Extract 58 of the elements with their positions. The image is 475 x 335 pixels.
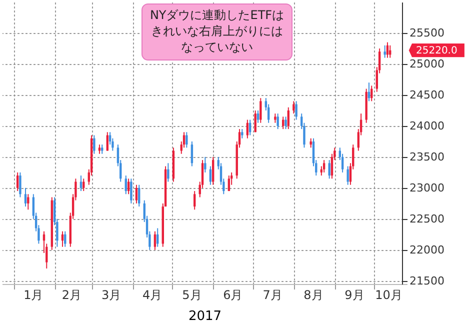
candlestick [19,172,22,198]
candlestick [346,166,349,186]
candlestick [186,132,188,148]
x-tick-label: 3月 [102,288,122,302]
x-tick-label: 4月 [142,288,162,302]
x-axis-title: 2017 [188,309,222,324]
candlestick [130,178,132,204]
candlestick [276,113,279,130]
y-tick-label: 24000 [410,119,444,132]
candlestick [256,110,260,124]
candlestick [154,230,156,250]
candlestick [295,100,298,120]
candlestick [124,175,127,195]
candlestick [246,119,249,139]
candlestick [138,184,140,208]
candlestick [93,134,96,154]
y-tick-label: 23000 [410,181,444,194]
candlestick [24,187,27,208]
candlestick [204,156,206,173]
y-tick-label: 22000 [410,243,444,256]
candlestick [82,178,85,192]
candlestick [322,160,326,173]
candlestick [167,162,170,182]
y-tick-label: 25500 [410,26,444,40]
text: 25220.0 [416,45,458,56]
x-tick-label: 6月 [223,288,243,302]
candlestick [190,140,194,167]
y-tick-label: 24500 [410,88,444,102]
x-tick-label: 2月 [62,288,82,302]
x-tick-label: 5月 [182,288,202,302]
candlestick [260,98,262,124]
candlestick [284,116,287,130]
candlestick [241,128,244,139]
candlestick [135,184,138,204]
candlestick [328,160,330,180]
candlestick [384,44,386,58]
candlestick [16,172,19,192]
candlestick [193,190,196,210]
annotation: NYダウに連動したETFはきれいな右肩上がりにはなっていない [150,8,284,54]
candlestick [80,175,82,192]
y-tick-label: 21500 [410,274,444,288]
candlestick [287,106,290,130]
x-tick-label: 9月 [344,288,364,302]
x-tick-label: 10月 [375,288,402,302]
candlestick [310,138,312,148]
y-tick-label: 22500 [410,212,444,226]
candlestick [254,110,256,133]
candlestick [27,194,30,210]
candlestick [127,178,130,195]
x-tick-label: 1月 [24,288,44,302]
x-tick-label: 7月 [262,288,282,302]
x-tick-label: 8月 [304,288,324,302]
candlestick [292,100,295,114]
y-tick-label: 25000 [410,57,444,70]
candlestick [228,175,230,192]
candlestick [212,156,214,186]
candlestick [274,113,276,124]
y-tick-label: 23500 [410,150,444,164]
